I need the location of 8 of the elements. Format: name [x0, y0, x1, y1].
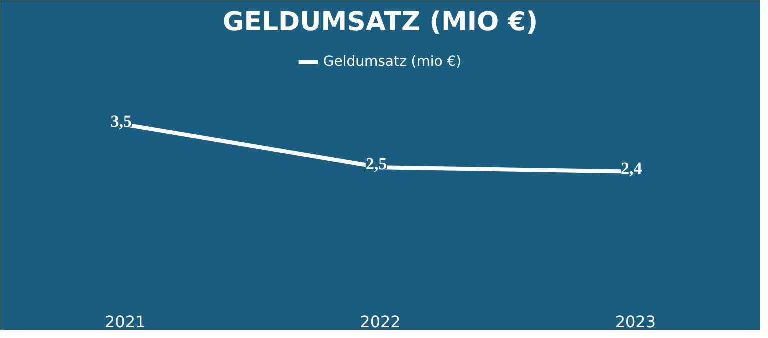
data-label: 2,5: [366, 154, 388, 174]
x-tick-label: 2021: [104, 312, 146, 332]
legend-label: Geldumsatz (mio €): [323, 54, 462, 70]
data-label: 2,4: [621, 158, 643, 178]
data-label: 3,5: [110, 112, 132, 131]
x-tick-label: 2023: [615, 312, 656, 332]
x-tick-label: 2022: [360, 312, 401, 332]
chart-title: GELDUMSATZ (MIO €): [222, 8, 538, 38]
